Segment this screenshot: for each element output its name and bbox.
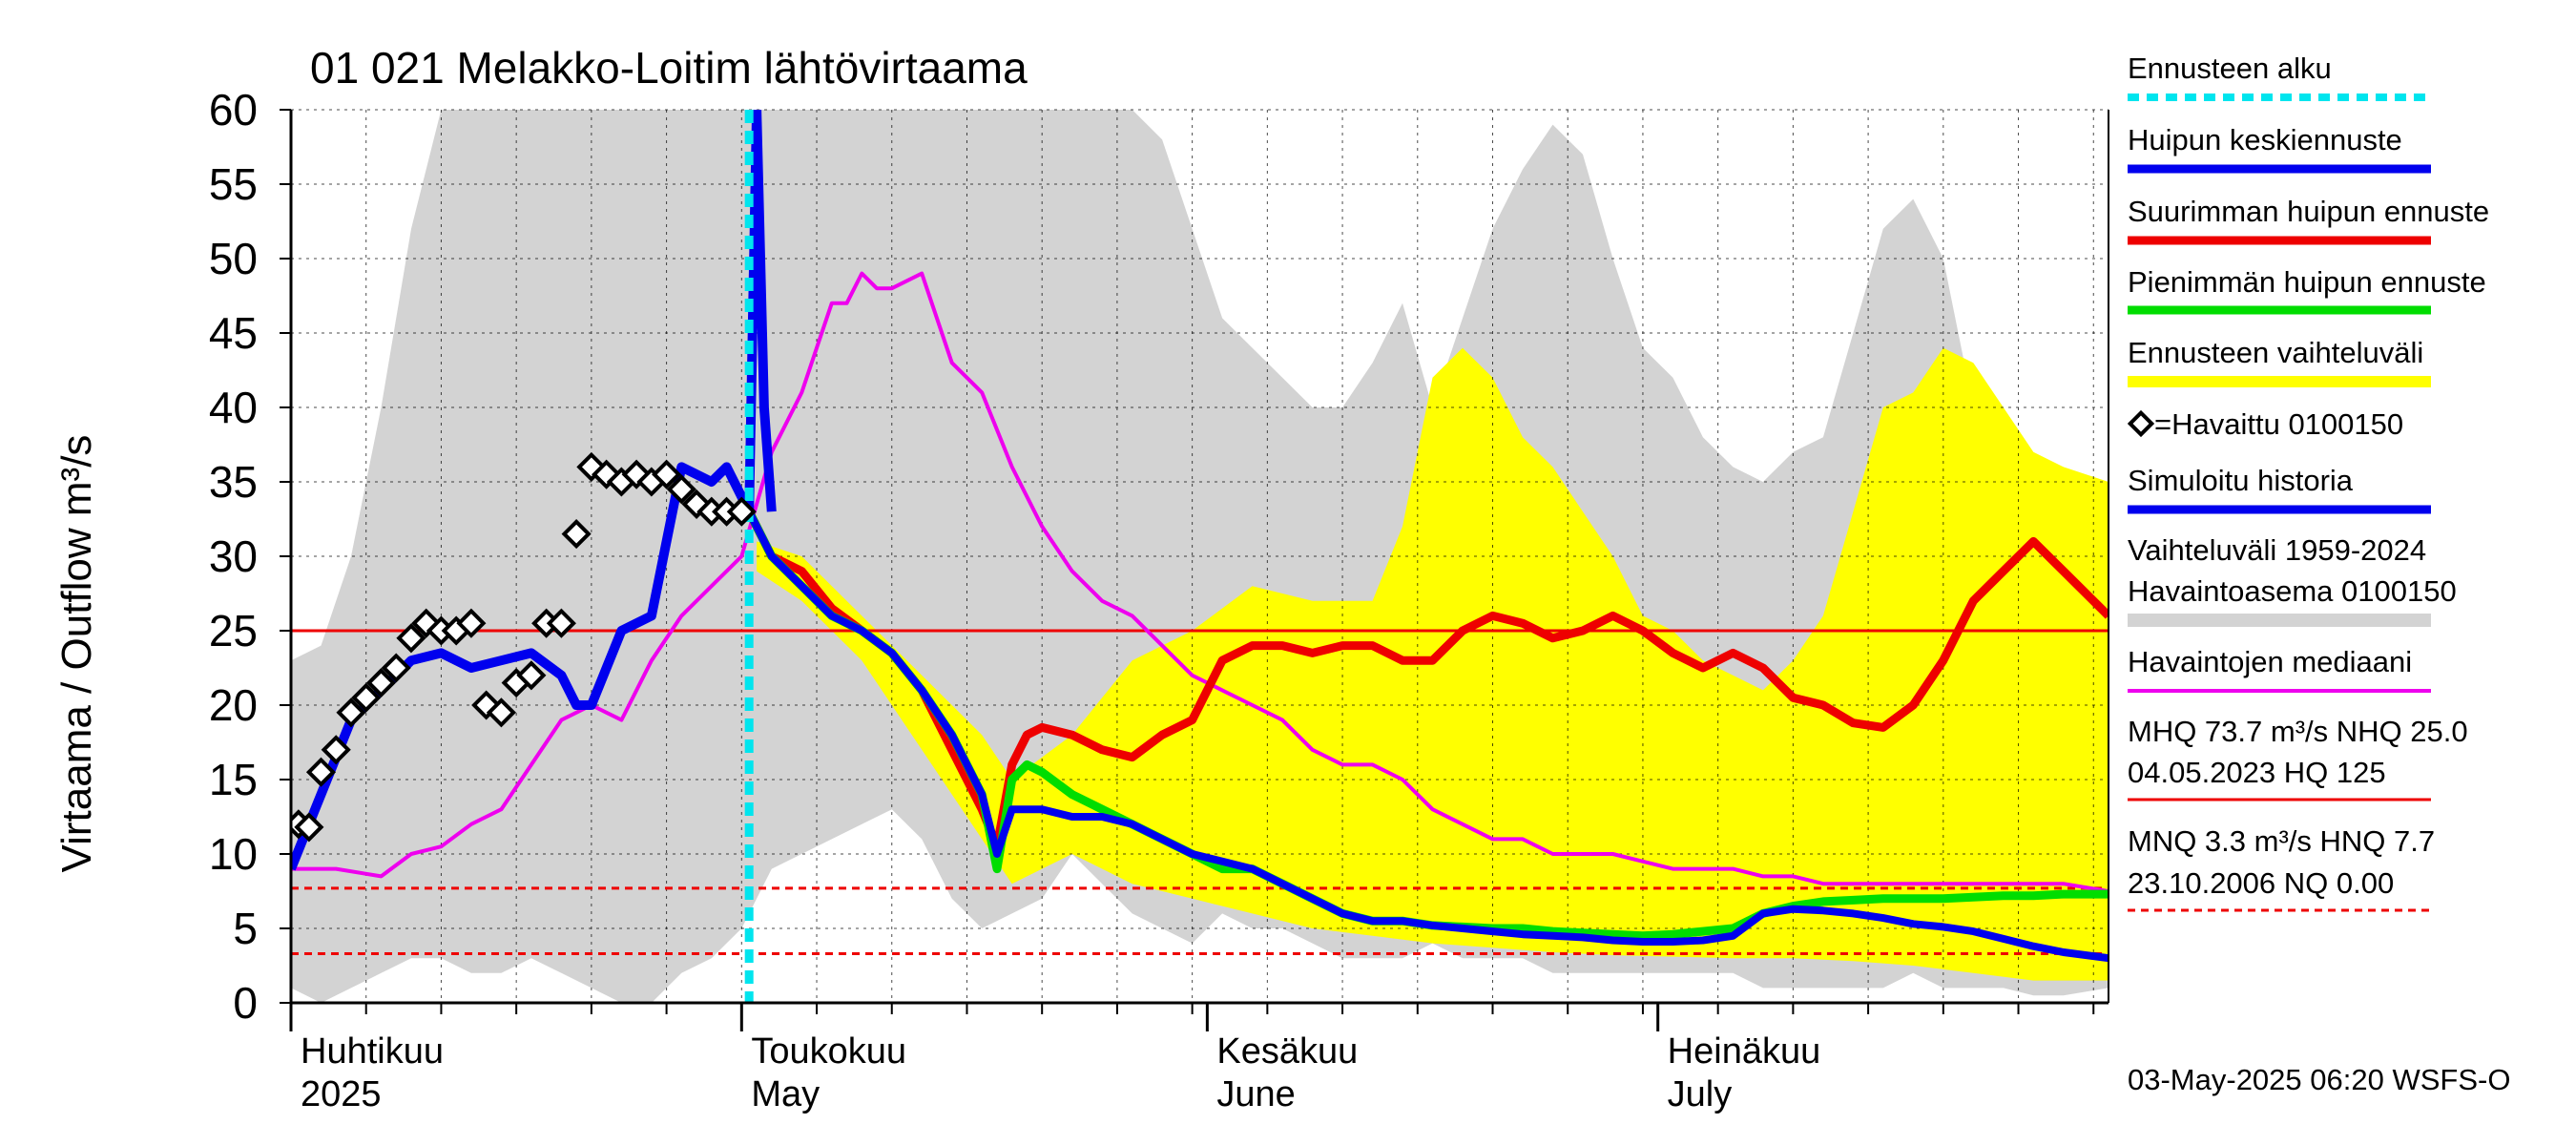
chart-title: 01 021 Melakko-Loitim lähtövirtaama xyxy=(310,43,1028,93)
legend-forecast-range-label: Ennusteen vaihteluväli xyxy=(2128,336,2423,369)
month-sublabel: June xyxy=(1216,1074,1295,1114)
legend-mnq-line1: MNQ 3.3 m³/s HNQ 7.7 xyxy=(2128,824,2435,858)
y-axis-label: Virtaama / Outflow m³/s xyxy=(53,435,100,873)
y-tick-label: 30 xyxy=(209,531,258,581)
observed-point xyxy=(381,653,411,683)
legend-peak-min-label: Pienimmän huipun ennuste xyxy=(2128,265,2486,299)
legend: Ennusteen alku Huipun keskiennuste Suuri… xyxy=(2127,52,2489,912)
month-label: Heinäkuu xyxy=(1668,1031,1821,1072)
y-tick-label: 45 xyxy=(209,308,258,358)
peak-max-forecast-line xyxy=(745,510,2109,851)
month-label: Huhtikuu xyxy=(301,1031,444,1072)
month-label: Toukokuu xyxy=(751,1031,906,1072)
y-tick-label: 35 xyxy=(209,457,258,507)
legend-simulated-label: Simuloitu historia xyxy=(2128,464,2354,497)
month-label: Kesäkuu xyxy=(1216,1031,1358,1072)
peak-mean-forecast-line xyxy=(745,510,2109,963)
legend-forecast-start-label: Ennusteen alku xyxy=(2128,52,2332,85)
y-tick-label: 60 xyxy=(209,85,258,135)
observed-point xyxy=(712,496,742,527)
legend-range-line2: Havaintoasema 0100150 xyxy=(2128,574,2457,608)
legend-peak-mean-label: Huipun keskiennuste xyxy=(2128,123,2402,156)
observed-point xyxy=(546,608,576,638)
observed-point xyxy=(396,623,426,654)
series-layer xyxy=(291,110,2109,1003)
month-sublabel: July xyxy=(1668,1074,1733,1114)
y-tick-label: 0 xyxy=(233,978,258,1028)
legend-observed-label: =Havaittu 0100150 xyxy=(2154,407,2403,441)
legend-range-line1: Vaihteluväli 1959-2024 xyxy=(2128,533,2426,567)
timestamp: 03-May-2025 06:20 WSFS-O xyxy=(2128,1063,2510,1096)
month-sublabel: May xyxy=(751,1074,820,1114)
legend-peak-max-label: Suurimman huipun ennuste xyxy=(2128,195,2489,228)
observed-point xyxy=(294,812,324,843)
observed-point xyxy=(696,496,727,527)
observed-point xyxy=(305,757,337,787)
reference-lines-layer xyxy=(291,629,2109,1003)
legend-mhq-line2: 04.05.2023 HQ 125 xyxy=(2128,756,2386,789)
y-tick-label: 20 xyxy=(209,680,258,730)
observed-point xyxy=(426,615,456,646)
y-tick-label: 55 xyxy=(209,159,258,209)
observed-point xyxy=(726,496,757,527)
legend-mhq-line1: MHQ 73.7 m³/s NHQ 25.0 xyxy=(2128,715,2468,748)
legend-observed-marker xyxy=(2127,409,2155,438)
y-tick-label: 25 xyxy=(209,606,258,656)
observed-point xyxy=(531,608,562,638)
median-line xyxy=(291,271,2109,893)
observed-point xyxy=(365,668,397,698)
observed-point xyxy=(516,660,547,691)
axes-layer: 051015202530354045505560Huhtikuu2025Touk… xyxy=(209,85,2109,1114)
y-tick-label: 15 xyxy=(209,755,258,804)
observed-point xyxy=(652,459,682,489)
observed-point xyxy=(321,735,351,765)
observed-point xyxy=(666,474,696,505)
legend-median-label: Havaintojen mediaani xyxy=(2128,645,2412,678)
y-tick-label: 5 xyxy=(233,904,258,953)
y-tick-label: 40 xyxy=(209,383,258,432)
month-sublabel: 2025 xyxy=(301,1074,382,1114)
observed-point xyxy=(336,697,366,728)
y-tick-label: 10 xyxy=(209,829,258,879)
legend-mnq-line2: 23.10.2006 NQ 0.00 xyxy=(2128,866,2394,900)
observed-point xyxy=(486,697,516,728)
observed-point xyxy=(351,682,382,713)
observed-point xyxy=(561,519,592,550)
y-tick-label: 50 xyxy=(209,234,258,283)
observed-point xyxy=(456,608,487,638)
